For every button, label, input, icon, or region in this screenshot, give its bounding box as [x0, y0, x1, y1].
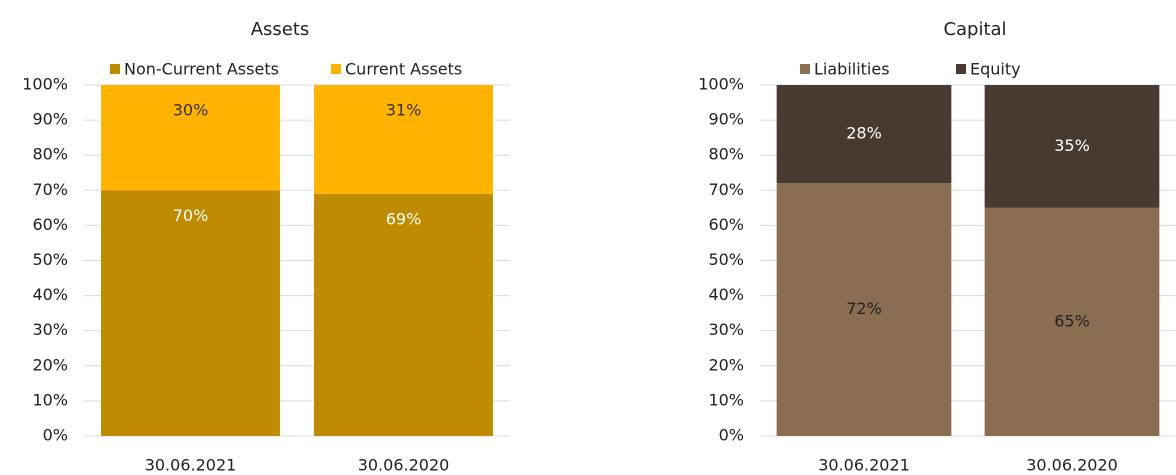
data-label: 28% — [846, 124, 882, 143]
data-label: 69% — [386, 209, 422, 228]
y-tick-label: 100% — [22, 75, 68, 94]
data-label: 70% — [173, 206, 209, 225]
y-tick-label: 90% — [708, 110, 744, 129]
y-tick-label: 60% — [708, 215, 744, 234]
y-tick-label: 70% — [708, 180, 744, 199]
chart-title: Capital — [943, 19, 1006, 40]
y-tick-label: 10% — [32, 390, 68, 409]
y-tick-label: 50% — [708, 250, 744, 269]
bar-segment — [984, 85, 1160, 208]
bar-segment — [101, 85, 280, 191]
legend-label: Equity — [970, 60, 1021, 79]
y-tick-label: 80% — [708, 145, 744, 164]
y-tick-label: 50% — [32, 250, 68, 269]
y-tick-label: 30% — [32, 320, 68, 339]
data-label: 30% — [173, 101, 209, 120]
y-tick-label: 20% — [32, 355, 68, 374]
bar-segment — [314, 85, 493, 194]
y-tick-label: 60% — [32, 215, 68, 234]
legend-swatch — [956, 64, 966, 74]
y-tick-label: 40% — [32, 285, 68, 304]
legend-label: Non-Current Assets — [124, 60, 279, 79]
data-label: 31% — [386, 101, 422, 120]
bar-segment — [776, 183, 952, 436]
x-tick-label: 30.06.2020 — [358, 456, 450, 475]
legend-label: Current Assets — [345, 60, 462, 79]
y-tick-label: 100% — [698, 75, 744, 94]
y-tick-label: 40% — [708, 285, 744, 304]
y-tick-label: 80% — [32, 145, 68, 164]
y-tick-label: 90% — [32, 110, 68, 129]
x-tick-label: 30.06.2021 — [145, 456, 237, 475]
legend-swatch — [800, 64, 810, 74]
x-tick-label: 30.06.2020 — [1026, 456, 1118, 475]
bar-segment — [984, 207, 1160, 436]
data-label: 65% — [1054, 311, 1090, 330]
data-label: 72% — [846, 299, 882, 318]
legend-label: Liabilities — [814, 60, 890, 79]
x-tick-label: 30.06.2021 — [818, 456, 910, 475]
y-tick-label: 70% — [32, 180, 68, 199]
legend-swatch — [331, 64, 341, 74]
y-tick-label: 0% — [719, 426, 744, 445]
data-label: 35% — [1054, 136, 1090, 155]
legend-swatch — [110, 64, 120, 74]
bar-segment — [101, 190, 280, 436]
y-tick-label: 10% — [708, 390, 744, 409]
bar-segment — [314, 193, 493, 436]
y-tick-label: 20% — [708, 355, 744, 374]
y-tick-label: 30% — [708, 320, 744, 339]
chart-title: Assets — [251, 19, 310, 40]
bar-segment — [776, 85, 952, 184]
y-tick-label: 0% — [43, 426, 68, 445]
